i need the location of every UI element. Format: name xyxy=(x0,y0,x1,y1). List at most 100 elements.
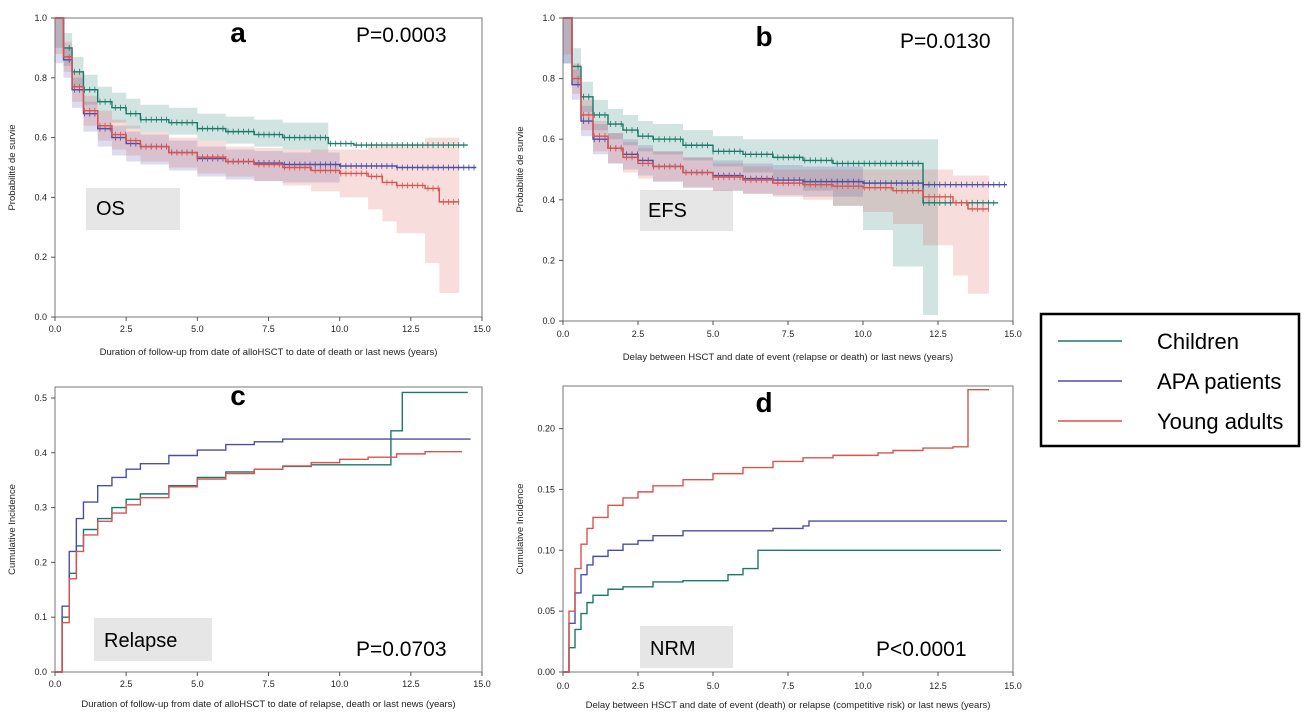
panel-letter: c xyxy=(230,380,246,411)
y-tick-label: 1.0 xyxy=(34,13,47,23)
x-tick-label: 10.0 xyxy=(854,329,872,339)
legend-frame xyxy=(1039,312,1301,448)
x-tick-label: 0.0 xyxy=(49,324,62,334)
p-value: P=0.0703 xyxy=(356,638,447,661)
y-tick-label: 0.10 xyxy=(537,545,555,555)
censor-marks xyxy=(68,53,460,205)
y-tick-label: 0.3 xyxy=(34,503,47,513)
y-tick-label: 0.8 xyxy=(34,73,47,83)
panel-letter: d xyxy=(755,387,772,418)
series-line xyxy=(563,549,1001,673)
x-tick-label: 2.5 xyxy=(120,324,133,334)
x-tick-label: 7.5 xyxy=(262,679,275,689)
x-axis-label: Duration of follow-up from date of alloH… xyxy=(100,347,438,358)
panel-letter: b xyxy=(755,21,772,52)
endpoint-label-box xyxy=(640,190,733,231)
y-axis-label: Cumulative Incidence xyxy=(515,484,526,575)
censor-marks xyxy=(577,63,995,206)
p-value: P=0.0003 xyxy=(356,24,447,47)
y-tick-label: 0.15 xyxy=(537,484,555,494)
x-tick-label: 15.0 xyxy=(473,324,491,334)
y-tick-label: 0.6 xyxy=(542,134,555,144)
x-tick-label: 15.0 xyxy=(1004,329,1022,339)
x-axis-label: Duration of follow-up from date of alloH… xyxy=(81,699,455,710)
y-tick-label: 0.00 xyxy=(537,667,555,677)
x-tick-label: 0.0 xyxy=(49,679,62,689)
series-line xyxy=(563,520,1007,673)
confidence-band xyxy=(55,18,460,294)
legend: Children APA patients Young adults xyxy=(1039,312,1301,448)
y-tick-label: 0.6 xyxy=(34,133,47,143)
confidence-band xyxy=(563,18,989,294)
confidence-band xyxy=(55,18,477,183)
y-tick-label: 0.05 xyxy=(537,606,555,616)
x-tick-label: 7.5 xyxy=(782,329,795,339)
x-tick-label: 15.0 xyxy=(1004,681,1022,691)
endpoint-label: EFS xyxy=(648,200,687,222)
plot-frame xyxy=(562,17,1014,322)
x-tick-label: 12.5 xyxy=(402,679,420,689)
x-tick-label: 2.5 xyxy=(632,681,645,691)
confidence-band xyxy=(563,18,1007,197)
x-tick-label: 0.0 xyxy=(557,329,570,339)
censor-marks xyxy=(577,75,989,212)
series-line xyxy=(55,438,471,673)
y-tick-label: 0.0 xyxy=(542,316,555,326)
y-tick-label: 0.0 xyxy=(34,312,47,322)
x-tick-label: 10.0 xyxy=(854,681,872,691)
x-tick-label: 12.5 xyxy=(929,681,947,691)
endpoint-label-box xyxy=(640,626,733,668)
y-tick-label: 0.2 xyxy=(34,252,47,262)
x-tick-label: 7.5 xyxy=(262,324,275,334)
x-tick-label: 2.5 xyxy=(632,329,645,339)
plot-frame xyxy=(54,386,483,673)
legend-label: Young adults xyxy=(1157,409,1283,434)
y-tick-label: 0.2 xyxy=(542,255,555,265)
p-value: P=0.0130 xyxy=(900,30,991,53)
panel-c: 0.0 2.5 5.0 7.5 10.0 12.5 15.0 0.0 0.1 0.2 0.3 0.4 0… xyxy=(7,380,491,710)
x-tick-label: 10.0 xyxy=(331,324,349,334)
x-tick-label: 2.5 xyxy=(120,679,133,689)
y-tick-label: 0.2 xyxy=(34,557,47,567)
confidence-band xyxy=(563,18,998,315)
y-tick-label: 1.0 xyxy=(542,13,555,23)
x-tick-label: 7.5 xyxy=(782,681,795,691)
panel-a: 0.0 2.5 5.0 7.5 10.0 12.5 15.0 0.0 0.2 0.4 0.6 0.8 1… xyxy=(7,13,491,358)
censor-marks xyxy=(68,44,465,149)
x-axis-label: Delay between HSCT and date of event (de… xyxy=(586,700,991,711)
endpoint-label-box xyxy=(94,618,212,661)
endpoint-label: NRM xyxy=(650,638,696,660)
y-axis-label: Cumulative Incidence xyxy=(7,484,18,575)
y-tick-label: 0.5 xyxy=(34,393,47,403)
y-tick-label: 0.0 xyxy=(34,667,47,677)
x-tick-label: 15.0 xyxy=(473,679,491,689)
y-axis-label: Probabilité de survie xyxy=(515,126,526,212)
legend-label: APA patients xyxy=(1157,369,1281,394)
y-tick-label: 0.4 xyxy=(34,448,47,458)
series-line xyxy=(55,450,463,673)
confidence-band xyxy=(55,18,468,153)
panel-b: 0.0 2.5 5.0 7.5 10.0 12.5 15.0 0.0 0.2 0.4 0.6 0.8 1… xyxy=(515,13,1022,363)
p-value: P<0.0001 xyxy=(876,638,967,661)
x-tick-label: 10.0 xyxy=(331,679,349,689)
y-tick-label: 0.8 xyxy=(542,74,555,84)
y-tick-label: 0.1 xyxy=(34,612,47,622)
endpoint-label-box xyxy=(86,188,180,230)
x-tick-label: 12.5 xyxy=(402,324,420,334)
y-tick-label: 0.4 xyxy=(542,195,555,205)
x-tick-label: 0.0 xyxy=(557,681,570,691)
x-axis-label: Delay between HSCT and date of event (re… xyxy=(623,352,953,363)
x-tick-label: 12.5 xyxy=(929,329,947,339)
legend-label: Children xyxy=(1157,329,1239,354)
series-line xyxy=(55,17,460,203)
endpoint-label: Relapse xyxy=(104,630,177,652)
endpoint-label: OS xyxy=(96,198,125,220)
x-tick-label: 5.0 xyxy=(707,681,720,691)
panel-d: 0.0 2.5 5.0 7.5 10.0 12.5 15.0 0.00 0.05 0.10 0.15… xyxy=(515,385,1022,711)
x-tick-label: 5.0 xyxy=(707,329,720,339)
x-tick-label: 5.0 xyxy=(191,679,204,689)
y-axis-label: Probabilité de survie xyxy=(7,124,18,210)
x-tick-label: 5.0 xyxy=(191,324,204,334)
panel-letter: a xyxy=(230,17,246,48)
